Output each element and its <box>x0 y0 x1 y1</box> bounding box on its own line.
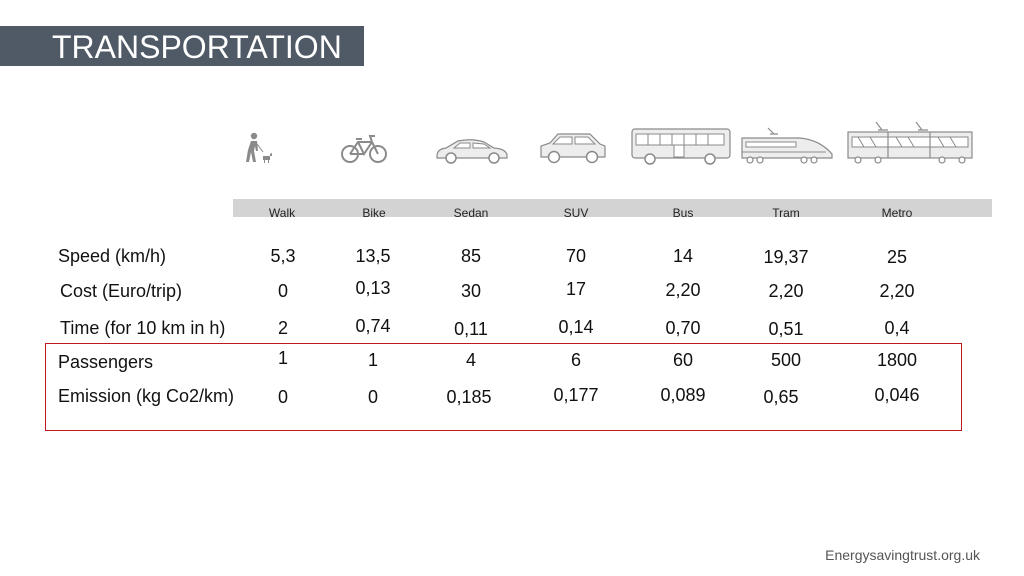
cell-emission-sedan: 0,185 <box>446 387 492 407</box>
cell-passengers-sedan: 4 <box>465 350 477 370</box>
cell-emission-metro: 0,046 <box>874 385 920 405</box>
mode-label-tram: Tram <box>772 206 800 220</box>
source-credit: Energysavingtrust.org.uk <box>825 547 980 563</box>
cell-passengers-walk: 1 <box>277 348 289 368</box>
mode-label-bike: Bike <box>362 206 386 220</box>
cell-passengers-suv: 6 <box>570 350 582 370</box>
row-label-passengers: Passengers <box>58 352 154 372</box>
cell-cost-bike: 0,13 <box>355 278 391 298</box>
row-label-speed: Speed (km/h) <box>58 246 167 266</box>
title-bar <box>0 26 364 66</box>
row-label-cost: Cost (Euro/trip) <box>60 281 183 301</box>
sedan-car-icon <box>434 136 510 166</box>
cell-cost-tram: 2,20 <box>768 281 804 301</box>
cell-speed-sedan: 85 <box>460 246 482 266</box>
mode-label-suv: SUV <box>563 206 589 220</box>
cell-speed-metro: 25 <box>886 247 908 267</box>
mode-label-walk: Walk <box>268 206 296 220</box>
cell-cost-metro: 2,20 <box>879 281 915 301</box>
cell-cost-sedan: 30 <box>460 281 482 301</box>
cell-speed-bus: 14 <box>672 246 694 266</box>
cell-time-bus: 0,70 <box>665 318 701 338</box>
cell-emission-walk: 0 <box>277 387 289 407</box>
row-label-time: Time (for 10 km in h) <box>60 318 226 338</box>
cell-time-metro: 0,4 <box>884 318 910 338</box>
row-label-emission: Emission (kg Co2/km) <box>58 386 235 406</box>
cell-time-walk: 2 <box>277 318 289 338</box>
cell-time-bike: 0,74 <box>355 316 391 336</box>
mode-label-sedan: Sedan <box>453 206 489 220</box>
mode-header-bar <box>233 199 992 217</box>
cell-time-tram: 0,51 <box>768 319 804 339</box>
cell-passengers-tram: 500 <box>770 350 802 370</box>
highlight-box <box>45 343 962 431</box>
cell-passengers-bus: 60 <box>672 350 694 370</box>
cell-time-sedan: 0,11 <box>454 319 488 339</box>
cell-cost-walk: 0 <box>277 281 289 301</box>
cell-speed-tram: 19,37 <box>763 247 809 267</box>
cell-passengers-metro: 1800 <box>876 350 918 370</box>
mode-label-bus: Bus <box>672 206 694 220</box>
walker-with-dog-icon <box>243 132 277 166</box>
cell-emission-bike: 0 <box>367 387 379 407</box>
cell-cost-bus: 2,20 <box>665 280 701 300</box>
cell-emission-tram: 0,65 <box>763 387 799 407</box>
slide-title: TRANSPORTATION <box>52 29 342 65</box>
cell-time-suv: 0,14 <box>558 317 594 337</box>
cell-speed-bike: 13,5 <box>355 246 391 266</box>
cell-speed-suv: 70 <box>565 246 587 266</box>
bus-icon <box>630 126 732 166</box>
tram-icon <box>740 126 834 166</box>
cell-emission-bus: 0,089 <box>660 385 706 405</box>
cell-cost-suv: 17 <box>565 279 587 299</box>
mode-label-metro: Metro <box>881 206 913 220</box>
metro-train-icon <box>846 120 974 166</box>
cell-speed-walk: 5,3 <box>270 246 296 266</box>
bicycle-icon <box>340 132 388 166</box>
suv-car-icon <box>538 130 608 166</box>
cell-emission-suv: 0,177 <box>553 385 599 405</box>
cell-passengers-bike: 1 <box>367 350 379 370</box>
